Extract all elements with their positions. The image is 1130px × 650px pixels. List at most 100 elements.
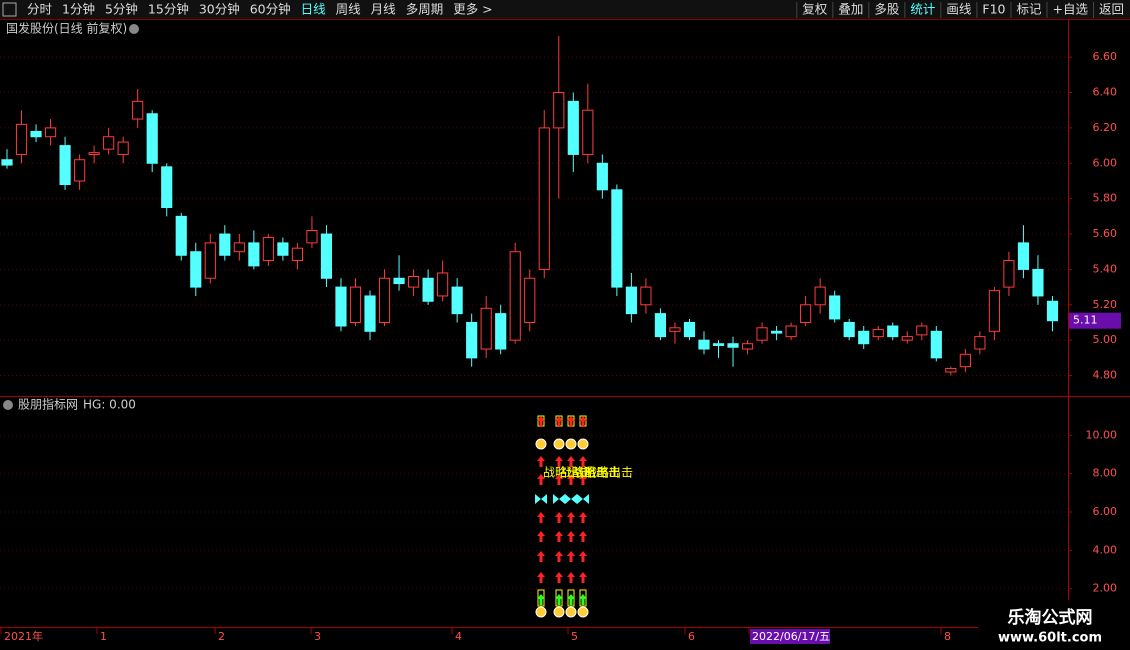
toolbar-button[interactable]: 叠加 [838,2,863,17]
arrow-icon [567,416,575,427]
candle-body [161,166,173,209]
date-label: 2021年 [4,629,43,643]
signal-text: 战略出击 [585,465,633,480]
toolbar-button[interactable]: 复权 [802,2,828,17]
money-icon [535,438,547,450]
candle-body [74,159,86,182]
candle-body [262,237,274,262]
candle-body [1003,260,1015,288]
candle-body [364,295,376,332]
date-label: 8 [944,630,951,643]
y-tick-label: 6.20 [1093,121,1118,134]
dropdown-icon[interactable] [3,400,13,410]
y-tick-label: 5.60 [1093,227,1118,240]
y-tick-label: 5.80 [1093,192,1118,205]
arrow-icon [537,594,545,605]
candle-body [117,141,129,155]
money-icon [577,606,589,618]
arrow-icon [567,594,575,605]
date-label: 1 [100,630,107,643]
signal-text: 战略出击 [543,465,591,480]
date-label: 2 [218,630,225,643]
toolbar-tab[interactable]: 日线 [301,2,327,17]
candle-body [829,295,841,320]
candle-body [625,286,637,315]
toolbar-tab[interactable]: 60分钟 [250,2,291,17]
arrow-icon [555,572,563,583]
toolbar-tab[interactable]: 5分钟 [105,2,138,17]
toolbar-tab[interactable]: 周线 [336,2,362,17]
toolbar-button[interactable]: 返回 [1099,2,1124,17]
signal-text: 战略出击 [572,465,620,480]
candle-body [306,229,318,244]
candle-body [509,251,521,341]
toolbar-tab[interactable]: 月线 [371,2,397,17]
toolbar-button[interactable]: 统计 [910,2,935,17]
y-tick-label: 4.00 [1093,543,1118,556]
candle-body [974,336,986,350]
arrow-icon [555,512,563,523]
y-tick-label: 5.20 [1093,298,1118,311]
arrow-icon [567,572,575,583]
candle-body [988,290,1000,332]
menu-icon[interactable] [2,2,17,17]
toolbar-button[interactable]: 多股 [874,2,900,17]
arrow-icon [555,531,563,542]
y-tick-label: 6.00 [1093,156,1118,169]
candle-body [843,321,855,338]
arrow-icon [579,572,587,583]
arrow-icon [555,416,563,427]
candle-body [524,277,536,323]
arrow-icon [537,512,545,523]
candle-body [175,215,187,256]
toolbar-button[interactable]: 画线 [946,2,972,17]
candle-body [814,286,826,306]
date-highlight [750,629,830,644]
candle-body [466,321,478,359]
candle-body [596,162,608,191]
toolbar-button[interactable]: +自选 [1053,2,1089,17]
money-icon [565,438,577,450]
toolbar-tab[interactable]: 多周期 [406,2,444,17]
candle-body [1017,242,1030,270]
candle-body [44,127,57,138]
last-price: 5.11 [1073,314,1098,327]
date-label: 3 [314,630,321,643]
y-tick-label: 6.60 [1093,50,1118,63]
candle-body [407,275,420,288]
candle-body [1046,300,1059,322]
candle-body [538,127,550,270]
y-tick-label: 4.80 [1093,369,1118,382]
money-icon [577,438,589,450]
y-tick-label: 5.40 [1093,262,1118,275]
toolbar [0,0,1130,19]
toolbar-tab[interactable]: 更多 > [453,2,492,17]
butterfly-icon [565,494,577,504]
arrow-icon [567,531,575,542]
toolbar-button[interactable]: 标记 [1016,2,1042,17]
candle-body [771,330,783,334]
watermark-name: 乐淘公式网 [1008,607,1093,628]
arrow-icon [579,531,587,542]
candle-body [291,247,303,262]
candle-body [741,343,754,350]
toolbar-tab[interactable]: 15分钟 [148,2,189,17]
candle-body [582,109,594,155]
toolbar-button[interactable]: F10 [982,2,1005,17]
candle-body [451,286,463,315]
money-icon [535,606,547,618]
arrow-icon [555,474,563,485]
candle-body [349,286,362,323]
candle-body [959,353,971,368]
arrow-icon [567,456,575,467]
indicator-status: HG: 0.00 [83,398,136,412]
candle-body [190,251,202,288]
arrow-icon [555,594,563,605]
toolbar-tab[interactable]: 分时 [27,2,53,17]
candle-body [15,123,28,155]
toolbar-tab[interactable]: 30分钟 [199,2,240,17]
toolbar-tab[interactable]: 1分钟 [62,2,95,17]
dropdown-icon[interactable] [129,24,139,34]
arrow-icon [555,551,563,562]
